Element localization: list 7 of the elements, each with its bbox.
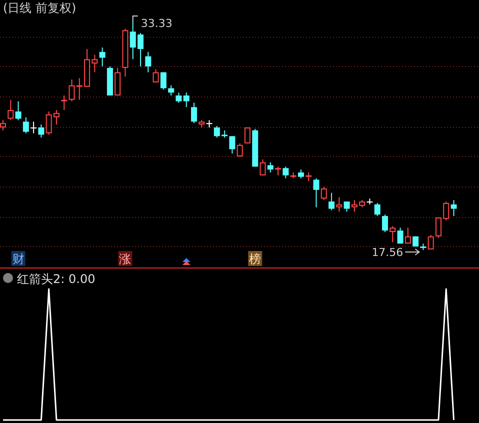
text: 榜 — [249, 252, 262, 266]
chart-title: (日线 前复权) — [3, 1, 76, 15]
text: 财 — [12, 252, 24, 266]
chart-title: 红箭头2: 0.00 — [17, 272, 96, 286]
annotation: 33.33 — [140, 17, 172, 30]
annotation: 17.56 — [372, 246, 404, 259]
text: 涨 — [119, 252, 132, 266]
